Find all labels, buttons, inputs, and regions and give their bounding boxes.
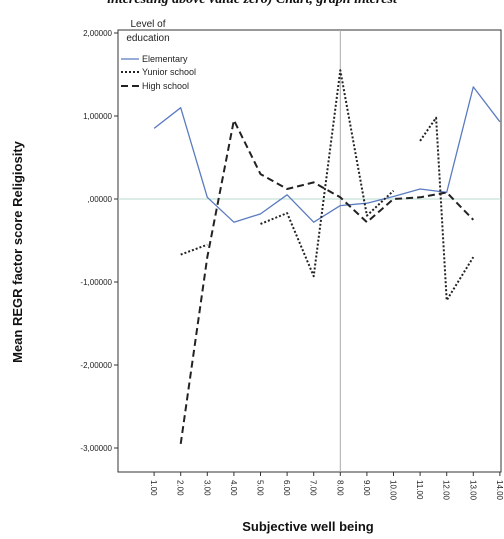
y-tick-label: -1,00000 <box>80 278 112 287</box>
x-tick-label: 12.00 <box>442 480 451 501</box>
x-tick-label: 5.00 <box>256 480 265 496</box>
x-tick-label: 8.00 <box>335 480 344 496</box>
x-tick-label: 3.00 <box>202 480 211 496</box>
x-tick-label: 4.00 <box>229 480 238 496</box>
legend-label-yunior-school: Yunior school <box>142 67 196 77</box>
y-tick-label: -2,00000 <box>80 361 112 370</box>
y-tick-label: -3,00000 <box>80 444 112 453</box>
x-tick-label: 10.00 <box>389 480 398 501</box>
x-axis-title: Subjective well being <box>242 519 374 534</box>
x-tick-label: 11.00 <box>415 480 424 500</box>
legend-label-elementary: Elementary <box>142 54 188 64</box>
x-axis: 1.00 2.00 3.00 4.00 5.00 6.00 7.00 8.00 9.00 10.0… <box>149 472 504 501</box>
legend-label-high-school: High school <box>142 81 189 91</box>
x-tick-label: 7.00 <box>309 480 318 496</box>
y-axis: 2,00000 1,00000 ,00000 -1,00000 -2,00000 -3,0… <box>80 29 118 453</box>
y-axis-title: Mean REGR factor score Religiosity <box>10 140 25 363</box>
x-tick-label: 13.00 <box>468 480 477 501</box>
y-tick-label: 2,00000 <box>83 29 112 38</box>
x-tick-label: 14.00 <box>495 480 504 501</box>
x-tick-label: 2.00 <box>176 480 185 496</box>
legend-title-line-1: Level of <box>130 19 165 30</box>
legend-title-line-2: education <box>126 33 169 44</box>
x-tick-label: 1.00 <box>149 480 158 496</box>
y-tick-label: ,00000 <box>88 195 113 204</box>
x-tick-label: 6.00 <box>282 480 291 496</box>
x-tick-label: 9.00 <box>362 480 371 496</box>
y-tick-label: 1,00000 <box>83 112 112 121</box>
